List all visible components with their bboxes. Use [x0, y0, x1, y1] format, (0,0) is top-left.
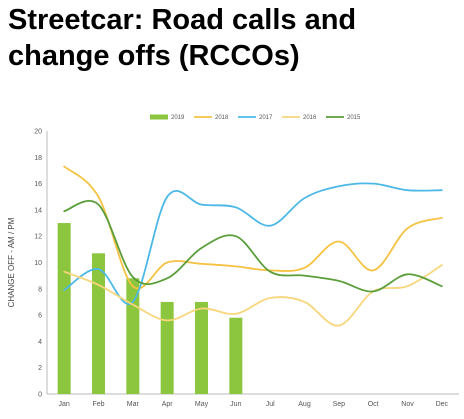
y-tick-label: 20	[34, 129, 42, 136]
y-tick-label: 2	[38, 365, 42, 372]
y-tick-label: 16	[34, 181, 42, 188]
bar-series	[57, 223, 243, 394]
line-2018	[63, 165, 443, 290]
y-tick-label: 4	[38, 339, 42, 346]
x-tick-label: Apr	[162, 401, 174, 408]
bar-2019-feb	[92, 253, 105, 394]
line-2017	[63, 182, 443, 305]
y-tick-label: 18	[34, 155, 42, 162]
legend-label-2017: 2017	[259, 115, 273, 121]
bar-2019-may	[195, 301, 208, 394]
y-tick-label: 14	[34, 207, 42, 214]
x-tick-label: Dec	[436, 401, 449, 408]
legend: 2019 2018 2017 2016 2015	[150, 114, 361, 121]
legend-label-2015: 2015	[347, 115, 361, 121]
x-tick-label: Mar	[127, 401, 140, 408]
legend-label-2018: 2018	[215, 115, 229, 121]
x-tick-label: Feb	[92, 401, 104, 408]
chart-title: Streetcar: Road calls and change offs (R…	[8, 4, 357, 72]
line-2016	[63, 264, 443, 327]
y-tick-label: 0	[38, 392, 42, 399]
legend-label-2019: 2019	[171, 115, 185, 121]
x-tick-label: Aug	[298, 401, 311, 408]
x-axis: Jan Feb Mar Apr May Jun Jul Aug Sep Oct Nov Dec	[47, 393, 459, 408]
x-tick-label: May	[195, 401, 209, 408]
x-tick-label: Jan	[59, 401, 70, 408]
bar-2019-jun	[229, 317, 243, 394]
line-2015	[63, 199, 443, 293]
y-tick-label: 10	[34, 260, 42, 267]
legend-label-2016: 2016	[303, 115, 317, 121]
x-tick-label: Nov	[401, 401, 414, 408]
line-series	[63, 165, 443, 327]
y-tick-label: 6	[38, 313, 42, 320]
bar-2019-jan	[57, 223, 71, 394]
bar-2019-apr	[160, 301, 174, 394]
legend-swatch-2019	[150, 114, 168, 120]
x-tick-label: Jun	[230, 401, 241, 408]
x-tick-label: Oct	[368, 401, 379, 408]
y-tick-label: 12	[34, 234, 42, 241]
x-tick-label: Jul	[266, 401, 275, 408]
y-axis-label: CHANGE OFF - AM / PM	[7, 217, 16, 307]
x-tick-label: Sep	[333, 401, 346, 408]
y-axis: 0 2 4 6 8 10 12 14 16 18 20	[34, 129, 48, 399]
y-tick-label: 8	[38, 286, 42, 293]
